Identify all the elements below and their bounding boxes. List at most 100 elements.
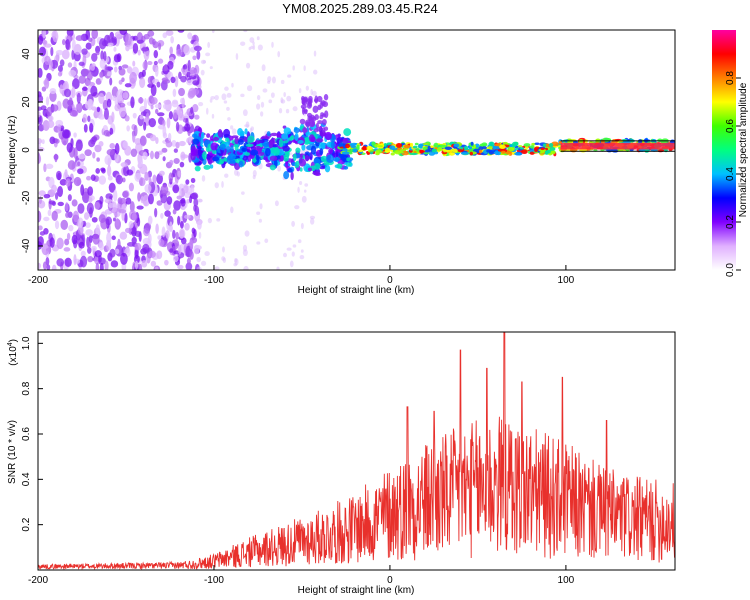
noise-blob	[62, 38, 66, 46]
noise-blob	[178, 140, 186, 147]
noise-blob	[137, 97, 144, 104]
noise-blob	[176, 48, 183, 57]
noise-blob	[177, 215, 181, 226]
signal-blob	[190, 148, 197, 157]
noise-blob	[157, 124, 165, 130]
noise-blob	[124, 212, 128, 224]
band-blob	[345, 143, 350, 149]
noise-blob	[166, 196, 173, 205]
noise-blob	[78, 241, 85, 249]
noise-blob	[38, 35, 44, 45]
signal-blob	[197, 147, 202, 157]
noise-blob	[183, 185, 189, 194]
noise-blob	[38, 94, 44, 103]
noise-blob	[167, 60, 174, 70]
band-blob	[431, 148, 437, 153]
signal-blob	[295, 147, 301, 154]
noise-blob	[157, 112, 165, 117]
noise-blob	[38, 67, 43, 78]
noise-speck	[221, 93, 227, 101]
noise-blob	[139, 77, 146, 89]
band-blob	[394, 150, 402, 155]
noise-speck	[303, 189, 307, 193]
noise-blob	[125, 197, 132, 205]
noise-blob	[152, 174, 157, 184]
snr-x-tick-label: 100	[558, 575, 575, 586]
signal-blob	[288, 137, 293, 141]
noise-blob	[122, 177, 126, 183]
band-blob	[428, 151, 436, 156]
noise-blob	[177, 113, 185, 121]
noise-speck	[256, 241, 261, 245]
band-blob	[352, 148, 358, 153]
snr-frame	[37, 331, 676, 571]
signal-blob	[301, 144, 306, 151]
band-blob	[423, 152, 430, 155]
band-blob	[371, 141, 376, 146]
noise-speck	[244, 230, 250, 237]
noise-blob	[77, 217, 84, 228]
noise-speck	[224, 173, 229, 178]
noise-blob	[130, 96, 135, 109]
band-blob	[482, 146, 487, 150]
noise-blob	[165, 30, 174, 36]
signal-spur	[308, 95, 313, 103]
noise-blob	[148, 193, 154, 205]
noise-speck	[246, 85, 253, 92]
noise-blob	[111, 111, 115, 123]
noise-speck	[252, 41, 255, 46]
noise-blob	[117, 197, 123, 204]
noise-blob	[161, 147, 168, 153]
band-blob	[403, 144, 411, 149]
noise-blob	[59, 59, 65, 67]
signal-blob	[307, 167, 313, 172]
noise-blob	[104, 198, 112, 204]
signal-blob	[278, 138, 284, 148]
noise-blob	[49, 88, 57, 95]
noise-blob	[170, 76, 176, 84]
signal-spur	[322, 101, 329, 108]
noise-blob	[77, 203, 85, 214]
noise-blob	[154, 66, 159, 77]
noise-blob	[190, 66, 196, 77]
noise-speck	[231, 82, 234, 88]
noise-blob	[71, 199, 78, 207]
band-blob	[514, 152, 522, 156]
signal-blob	[223, 128, 231, 138]
noise-blob	[114, 152, 120, 163]
noise-blob	[176, 195, 183, 200]
noise-blob	[41, 244, 49, 249]
noise-blob	[118, 68, 126, 76]
band-blob	[488, 141, 495, 147]
noise-speck	[291, 220, 295, 227]
noise-speck	[209, 66, 213, 70]
band-blob	[524, 145, 529, 149]
noise-blob	[109, 77, 113, 86]
noise-speck	[250, 126, 254, 131]
noise-blob	[171, 140, 177, 147]
noise-blob	[95, 168, 101, 174]
noise-blob	[43, 194, 51, 199]
noise-speck	[300, 149, 306, 154]
noise-blob	[73, 132, 77, 138]
colorbar-ticks: 0.0 0.2 0.4 0.6 0.8	[725, 71, 741, 277]
signal-blob	[192, 138, 200, 145]
noise-blob	[178, 71, 182, 80]
noise-blob	[160, 212, 164, 219]
signal-blob	[285, 161, 289, 169]
noise-speck	[297, 239, 302, 244]
snr-scale-text: (x104)	[7, 339, 19, 366]
signal-blob	[242, 147, 248, 152]
signal-blob	[287, 167, 293, 173]
noise-blob	[154, 207, 158, 218]
band-blob	[383, 142, 387, 147]
noise-speck	[242, 109, 248, 117]
noise-speck	[227, 117, 231, 121]
noise-blob	[131, 212, 137, 221]
noise-blob	[109, 127, 114, 135]
noise-blob	[38, 236, 44, 247]
noise-blob	[197, 220, 202, 230]
noise-speck	[257, 44, 263, 51]
noise-blob	[38, 46, 47, 57]
noise-blob	[86, 202, 94, 215]
